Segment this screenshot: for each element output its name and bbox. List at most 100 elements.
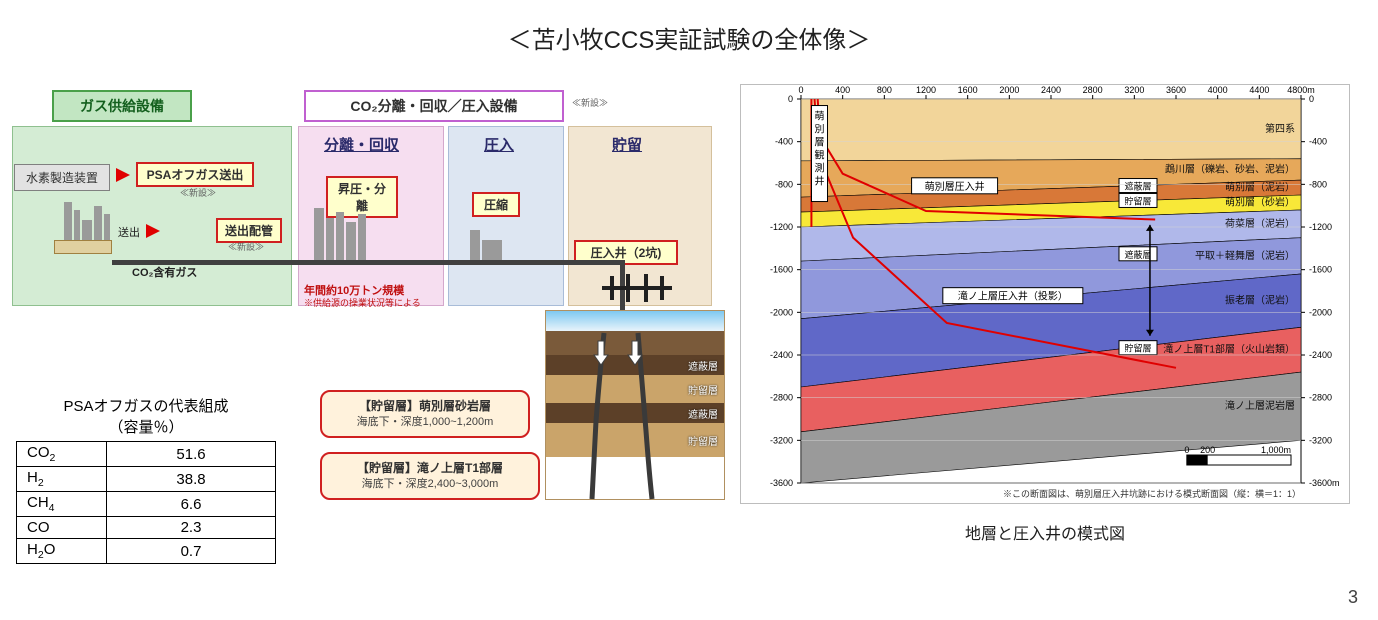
x-tick-label: 2000 [999,85,1019,95]
y-tick-label-left: -3600 [770,478,793,488]
svg-text:1,000m: 1,000m [1261,445,1291,455]
x-tick-label: 1200 [916,85,936,95]
underground-mini: 遮蔽層貯留層遮蔽層貯留層 [545,310,725,500]
x-tick-label: 1600 [958,85,978,95]
reservoir-takinoue-title: 【貯留層】滝ノ上層T1部層 [334,460,526,477]
composition-title-l1: PSAオフガスの代表組成 [63,398,228,415]
x-tick-label: 3200 [1124,85,1144,95]
note-new-1: ≪新設≫ [572,96,608,109]
reservoir-takinoue: 【貯留層】滝ノ上層T1部層 海底下・深度2,400~3,000m [320,452,540,500]
y-tick-label-right: -400 [1309,137,1327,147]
y-tick-label-left: -1200 [770,222,793,232]
cross-section-footnote: ※この断面図は、萌別層圧入井坑跡における模式断面図（縦：横＝1：1） [1003,488,1301,499]
y-tick-label-left: -800 [775,179,793,189]
x-tick-label: 0 [798,85,803,95]
scale-note: ※供給源の操業状況等による [304,296,421,309]
y-tick-label-left: -2400 [770,350,793,360]
stratum-label: 萌別層（砂岩） [1225,195,1295,208]
well-pipes-icon [546,311,726,501]
label-injection: 圧入 [484,134,514,155]
page-number: 3 [1348,587,1358,608]
well-takinoue-label: 滝ノ上層圧入井（投影） [958,290,1068,303]
well-obs-label: 萌 [815,110,825,123]
pipe-main [112,260,552,265]
y-tick-label-right: -800 [1309,179,1327,189]
y-tick-label-right: -1200 [1309,222,1332,232]
composition-value: 51.6 [107,442,276,467]
well-moebetsu-label: 萌別層圧入井 [925,180,985,193]
arrow-icon [116,168,130,182]
composition-species: CO [17,517,107,539]
stratum-label: 荷菜層（泥岩） [1225,217,1295,230]
compressor-icon [470,230,502,260]
table-row: CH46.6 [17,492,276,517]
header-gas-supply: ガス供給設備 [52,90,192,122]
table-row: H238.8 [17,467,276,492]
reservoir-takinoue-depth: 海底下・深度2,400~3,000m [334,477,526,492]
legend-chip-label: 遮蔽層 [1124,249,1151,260]
composition-value: 38.8 [107,467,276,492]
well-obs-label: 別 [815,124,825,136]
pipe-branch [552,260,622,265]
stratum-label: 滝ノ上層泥岩層 [1225,399,1295,412]
x-tick-label: 400 [835,85,850,95]
y-tick-label-right: -2400 [1309,350,1332,360]
reservoir-moebetsu-depth: 海底下・深度1,000~1,200m [334,415,516,430]
reservoir-moebetsu-title: 【貯留層】萌別層砂岩層 [334,398,516,415]
x-tick-label: 3600 [1166,85,1186,95]
table-row: H2O0.7 [17,539,276,564]
stratum-label: 平取＋軽舞層（泥岩） [1195,249,1295,262]
psa-offgas-send: PSAオフガス送出 [136,162,254,187]
cross-section-chart: 第四系鵡川層（礫岩、砂岩、泥岩）萌別層（泥岩）遮蔽層萌別層（砂岩）貯留層荷菜層（… [740,84,1350,504]
well-obs-label: 観 [815,149,825,162]
well-obs-label: 井 [815,175,825,188]
composition-species: CH4 [17,492,107,517]
x-tick-label: 4400 [1249,85,1269,95]
y-tick-label-right: -2000 [1309,307,1332,317]
hydrogen-unit: 水素製造装置 [14,164,110,191]
well-obs-label: 測 [815,162,825,175]
composition-table: PSAオフガスの代表組成 （容量％） CO251.6H238.8CH46.6CO… [16,395,276,564]
x-tick-label: 2800 [1083,85,1103,95]
composition-title: PSAオフガスの代表組成 （容量％） [16,395,276,437]
table-row: CO2.3 [17,517,276,539]
x-tick-label: 800 [877,85,892,95]
composition-species: H2 [17,467,107,492]
stratum-label: 振老層（泥岩） [1225,294,1295,307]
tank-icon [54,240,112,254]
page-title: ＜苫小牧CCS実証試験の全体像＞ [0,20,1378,55]
x-tick-label: 4000 [1208,85,1228,95]
header-co2-facility: CO₂分離・回収／圧入設備 [304,90,564,122]
plant-icon-2 [314,208,366,260]
y-tick-label-left: 0 [788,94,793,104]
table-row: CO251.6 [17,442,276,467]
legend-chip-label: 貯留層 [1124,195,1151,206]
y-tick-label-left: -400 [775,137,793,147]
stratum-label: 萌別層（泥岩） [1225,181,1295,194]
legend-chip-label: 遮蔽層 [1124,181,1151,192]
y-tick-label-right: 0 [1309,94,1314,104]
note-new-3: ≪新設≫ [228,240,264,253]
label-separation: 分離・回収 [324,134,399,155]
label-sendout: 送出 [118,224,140,240]
svg-text:0: 0 [1184,445,1189,455]
compression: 圧縮 [472,192,520,217]
stratum-label: 滝ノ上層T1部層（火山岩類） [1163,343,1295,356]
y-tick-label-right: -1600 [1309,265,1332,275]
reservoir-moebetsu: 【貯留層】萌別層砂岩層 海底下・深度1,000~1,200m [320,390,530,438]
cross-section-caption: 地層と圧入井の模式図 [740,520,1350,544]
composition-value: 0.7 [107,539,276,564]
y-tick-label-right: -2800 [1309,393,1332,403]
y-tick-label-right: -3200 [1309,435,1332,445]
arrow-icon-2 [146,224,160,238]
composition-value: 6.6 [107,492,276,517]
stratum [801,99,1301,161]
label-storage: 貯留 [612,134,642,155]
stratum-label: 第四系 [1265,122,1295,135]
y-tick-label-left: -2000 [770,307,793,317]
process-diagram: ガス供給設備 CO₂分離・回収／圧入設備 ≪新設≫ 分離・回収 圧入 貯留 水素… [12,90,732,320]
legend-chip-label: 貯留層 [1124,343,1151,354]
stratum-label: 鵡川層（礫岩、砂岩、泥岩） [1165,162,1295,175]
composition-value: 2.3 [107,517,276,539]
composition-title-l2: （容量％） [108,419,183,436]
